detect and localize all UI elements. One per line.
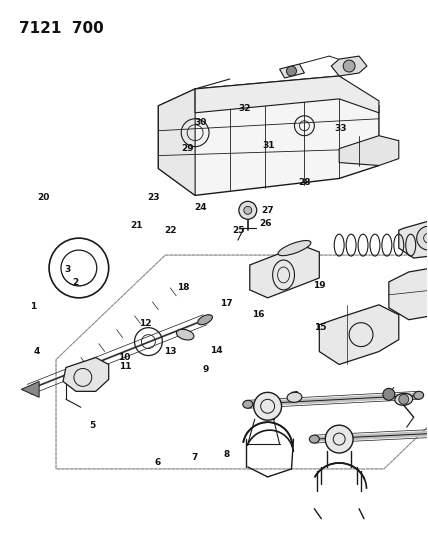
Text: 11: 11 [119, 362, 132, 370]
Circle shape [244, 206, 252, 214]
Polygon shape [331, 56, 367, 76]
Ellipse shape [287, 392, 302, 402]
Text: 33: 33 [334, 124, 347, 133]
Circle shape [383, 389, 395, 400]
Polygon shape [158, 89, 195, 196]
Polygon shape [21, 382, 39, 397]
Text: 21: 21 [131, 221, 143, 230]
Text: 27: 27 [261, 206, 273, 215]
Polygon shape [250, 245, 319, 298]
Ellipse shape [176, 329, 194, 340]
Text: 8: 8 [224, 450, 230, 459]
Text: 32: 32 [238, 104, 251, 113]
Text: 26: 26 [260, 219, 272, 228]
Text: 5: 5 [90, 421, 96, 430]
Ellipse shape [198, 314, 212, 325]
Text: 18: 18 [177, 283, 190, 292]
Text: 16: 16 [253, 310, 265, 319]
Ellipse shape [278, 240, 311, 256]
Polygon shape [195, 76, 379, 113]
Polygon shape [63, 358, 109, 391]
Ellipse shape [243, 400, 253, 408]
Text: 2: 2 [73, 278, 79, 287]
Circle shape [343, 60, 355, 72]
Polygon shape [339, 136, 399, 166]
Text: 20: 20 [37, 193, 49, 202]
Text: 24: 24 [194, 203, 207, 212]
Text: 4: 4 [33, 347, 39, 356]
Circle shape [254, 392, 282, 420]
Circle shape [399, 394, 409, 404]
Text: 1: 1 [30, 302, 36, 311]
Circle shape [417, 226, 428, 250]
Text: 19: 19 [313, 280, 326, 289]
Text: 14: 14 [210, 346, 223, 355]
Text: 7121  700: 7121 700 [19, 21, 104, 36]
Circle shape [325, 425, 353, 453]
Circle shape [286, 66, 297, 76]
Text: 31: 31 [262, 141, 275, 150]
Text: 25: 25 [232, 226, 245, 235]
Polygon shape [279, 64, 304, 78]
Ellipse shape [395, 393, 413, 405]
Ellipse shape [414, 391, 424, 399]
Text: 30: 30 [194, 118, 207, 127]
Text: 23: 23 [147, 193, 160, 202]
Polygon shape [158, 76, 379, 196]
Ellipse shape [309, 435, 319, 443]
Text: 13: 13 [164, 347, 177, 356]
Text: 17: 17 [220, 299, 233, 308]
Text: 28: 28 [298, 178, 310, 187]
Polygon shape [319, 305, 399, 365]
Circle shape [239, 201, 257, 219]
Text: 7: 7 [192, 453, 198, 462]
Text: 6: 6 [155, 458, 161, 467]
Text: 29: 29 [181, 144, 194, 154]
Text: 22: 22 [164, 226, 177, 235]
Text: 10: 10 [118, 353, 130, 362]
Text: 3: 3 [64, 265, 71, 273]
Polygon shape [399, 218, 428, 258]
Polygon shape [389, 260, 428, 320]
Text: 9: 9 [202, 366, 209, 374]
Text: 15: 15 [314, 323, 327, 332]
Text: 12: 12 [139, 319, 152, 328]
